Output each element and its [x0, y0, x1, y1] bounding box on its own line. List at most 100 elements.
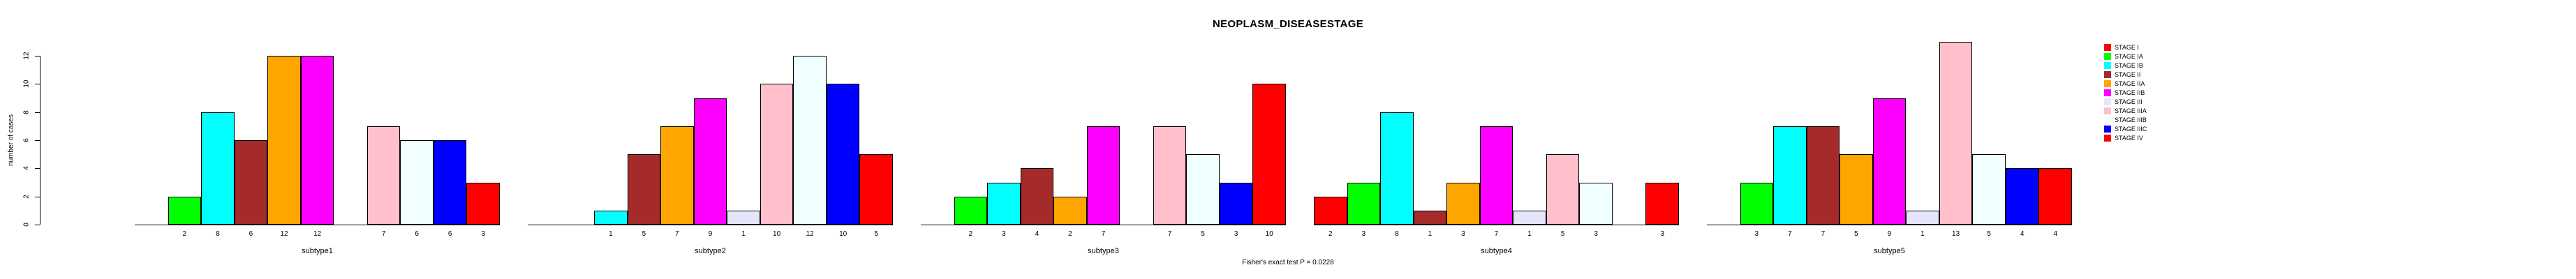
y-axis-title: number of cases	[7, 114, 15, 166]
bar-subtype3-stage-iiia	[1153, 126, 1187, 225]
value-label-stage-iib: 9	[708, 230, 713, 238]
bar-slot-stage-i	[528, 35, 561, 225]
legend-item-stage-iiic: STAGE IIIC	[2104, 124, 2147, 133]
bar-subtype5-stage-ia	[1740, 182, 1774, 225]
bar-subtype4-stage-iii	[1513, 210, 1546, 225]
value-label-stage-iiib: 5	[1201, 230, 1205, 238]
value-label-stage-ia	[561, 230, 595, 238]
bar-slot-stage-iiib	[1579, 35, 1613, 225]
bar-slot-stage-ib	[1380, 35, 1414, 225]
value-label-stage-ib: 8	[1395, 230, 1399, 238]
legend-swatch-stage-iii	[2104, 98, 2111, 105]
bar-slot-stage-ia	[954, 35, 988, 225]
bar-slot-stage-iiic	[1219, 35, 1253, 225]
bar-subtype4-stage-iiib	[1579, 182, 1613, 225]
legend-swatch-stage-iib	[2104, 89, 2111, 96]
bar-subtype5-stage-iiia	[1939, 41, 1973, 225]
bar-slot-stage-iiib	[1972, 35, 2006, 225]
value-label-stage-iiic: 6	[447, 230, 452, 238]
panel-label-subtype1: subtype1	[302, 247, 333, 255]
value-label-stage-iii: 1	[1920, 230, 1925, 238]
y-tick-6	[35, 140, 40, 141]
value-label-stage-ii: 5	[642, 230, 646, 238]
value-label-stage-ii: 6	[249, 230, 253, 238]
bar-slot-stage-ia	[1740, 35, 1774, 225]
bar-slot-stage-ia	[168, 35, 202, 225]
bar-slot-stage-iia	[1840, 35, 1873, 225]
legend-swatch-stage-i	[2104, 43, 2111, 51]
bar-slot-stage-ii	[1020, 35, 1054, 225]
value-label-stage-iii: 1	[1527, 230, 1532, 238]
value-label-stage-iiia: 7	[381, 230, 386, 238]
value-label-stage-ii: 1	[1428, 230, 1433, 238]
y-tick-4	[35, 168, 40, 169]
bar-slot-stage-i	[921, 35, 954, 225]
bar-slot-stage-iiia	[760, 35, 794, 225]
bar-slot-stage-ia	[1347, 35, 1381, 225]
legend-swatch-stage-ia	[2104, 52, 2111, 60]
value-label-stage-iia: 2	[1068, 230, 1072, 238]
value-label-stage-iiib: 12	[806, 230, 814, 238]
bar-slot-stage-iiib	[1186, 35, 1220, 225]
legend-item-stage-iia: STAGE IIA	[2104, 79, 2147, 88]
y-tick-label-2: 2	[22, 195, 31, 199]
bar-slot-stage-ii	[234, 35, 268, 225]
legend-swatch-stage-iiib	[2104, 116, 2111, 123]
bar-slot-stage-i	[1314, 35, 1347, 225]
panel-label-subtype3: subtype3	[1088, 247, 1119, 255]
value-label-stage-ib: 3	[1002, 230, 1006, 238]
value-label-stage-iiia: 5	[1560, 230, 1565, 238]
bar-subtype2-stage-iii	[727, 210, 760, 225]
bar-slot-stage-i	[135, 35, 168, 225]
value-label-stage-iiib: 5	[1987, 230, 1991, 238]
bar-slot-stage-iv	[466, 35, 501, 225]
bar-slot-stage-iiia	[1939, 35, 1973, 225]
legend-item-stage-iii: STAGE III	[2104, 97, 2147, 106]
value-label-stage-ib: 7	[1788, 230, 1792, 238]
bar-subtype3-stage-iiib	[1186, 154, 1220, 225]
bar-slot-stage-iii	[334, 35, 367, 225]
value-label-stage-ia: 2	[968, 230, 973, 238]
bar-slot-stage-iiib	[793, 35, 827, 225]
legend-item-stage-ii: STAGE II	[2104, 70, 2147, 79]
value-label-stage-iv: 3	[1660, 230, 1665, 238]
legend-label-stage-iii: STAGE III	[2115, 98, 2142, 105]
bar-slot-stage-iv	[1645, 35, 1680, 225]
legend: STAGE I STAGE IA STAGE IB STAGE II STAGE IIA…	[2104, 43, 2147, 142]
bar-slot-stage-iv	[859, 35, 894, 225]
bar-slot-stage-iii	[1513, 35, 1546, 225]
legend-swatch-stage-iia	[2104, 80, 2111, 87]
bar-subtype5-stage-iib	[1872, 98, 1907, 225]
y-tick-label-0: 0	[22, 223, 31, 227]
legend-swatch-stage-iv	[2104, 134, 2111, 142]
bar-subtype5-stage-iia	[1840, 154, 1873, 225]
panel-label-subtype2: subtype2	[695, 247, 726, 255]
y-tick-label-8: 8	[22, 110, 31, 114]
chart-title: NEOPLASM_DISEASESTAGE	[1212, 18, 1364, 30]
bar-slot-stage-iia	[1053, 35, 1087, 225]
value-labels-subtype2: 1 5 7 9 1 10 12 10 5	[528, 230, 893, 238]
bar-subtype2-stage-iia	[660, 126, 694, 225]
value-label-stage-i	[1707, 230, 1740, 238]
bar-subtype5-stage-iiib	[1972, 154, 2006, 225]
value-label-stage-iiic	[1613, 230, 1646, 238]
bar-slot-stage-iv	[2038, 35, 2073, 225]
bar-slot-stage-iiic	[1613, 35, 1646, 225]
y-tick-label-4: 4	[22, 166, 31, 170]
legend-swatch-stage-iiic	[2104, 125, 2111, 133]
y-tick-8	[35, 112, 40, 113]
legend-swatch-stage-iiia	[2104, 107, 2111, 114]
bar-subtype2-stage-ii	[627, 154, 661, 225]
legend-label-stage-i: STAGE I	[2115, 43, 2139, 51]
value-label-stage-i: 2	[1328, 230, 1333, 238]
bar-slot-stage-ib	[1773, 35, 1807, 225]
bar-slot-stage-ii	[1413, 35, 1447, 225]
bar-slot-stage-iia	[1446, 35, 1480, 225]
y-tick-label-10: 10	[22, 80, 31, 88]
legend-item-stage-i: STAGE I	[2104, 43, 2147, 52]
value-label-stage-iii: 1	[741, 230, 746, 238]
value-label-stage-iiia: 10	[773, 230, 781, 238]
bar-subtype5-stage-iii	[1906, 210, 1939, 225]
